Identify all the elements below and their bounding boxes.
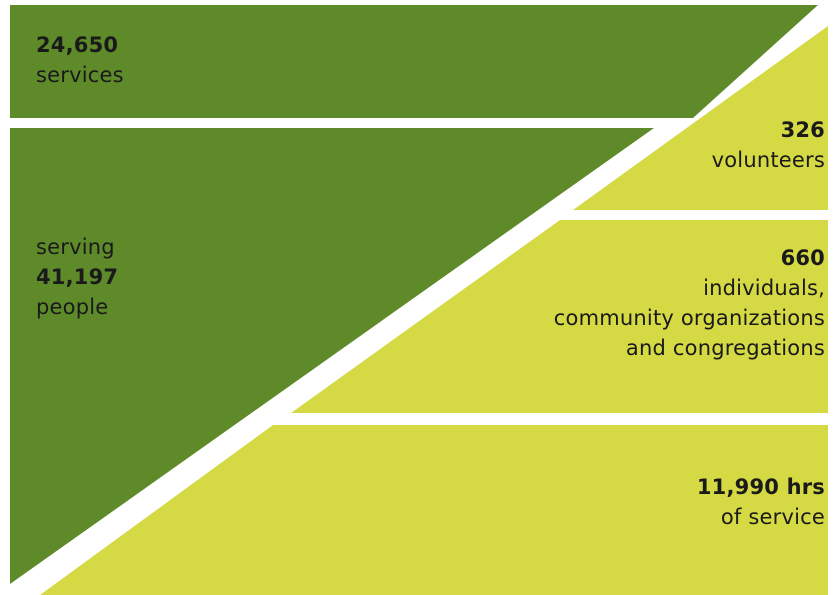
volunteers-label: 326 volunteers (712, 115, 825, 175)
hours-value: 11,990 hrs (696, 475, 825, 499)
hours-panel (40, 425, 828, 595)
partners-text-2: community organizations (553, 306, 825, 330)
services-value: 24,650 (36, 33, 119, 57)
partners-panel (291, 220, 828, 413)
volunteers-text: volunteers (711, 148, 825, 172)
people-label: serving 41,197 people (36, 232, 118, 322)
services-text: services (36, 63, 124, 87)
people-prefix: serving (36, 235, 115, 259)
hours-label: 11,990 hrs of service (697, 472, 825, 532)
people-value: 41,197 (36, 265, 119, 289)
partners-text-1: individuals, (703, 276, 825, 300)
people-text: people (36, 295, 109, 319)
people-panel (10, 128, 654, 584)
partners-text-3: and congregations (625, 336, 825, 360)
partners-label: 660 individuals, community organizations… (554, 243, 825, 363)
volunteers-panel (573, 26, 828, 210)
services-label: 24,650 services (36, 30, 124, 90)
volunteers-value: 326 (780, 118, 825, 142)
services-panel (10, 5, 818, 118)
partners-value: 660 (780, 246, 825, 270)
hours-text: of service (720, 505, 825, 529)
